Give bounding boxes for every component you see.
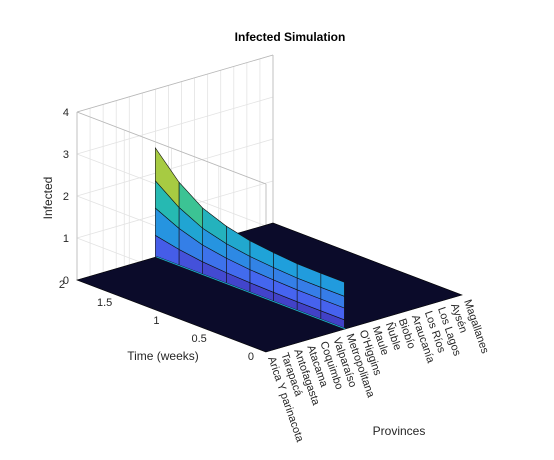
- z-axis-label: Infected: [41, 177, 55, 220]
- grid-line-z: [76, 96, 274, 155]
- surface-ribbon: [154, 256, 348, 330]
- box-edge: [76, 54, 274, 113]
- z-tick-label: 2: [63, 191, 69, 203]
- infected-surface: [154, 147, 348, 330]
- z-tick-label: 1: [63, 233, 69, 245]
- time-tick-label: 1.5: [97, 297, 112, 309]
- y-axis-label: Time (weeks): [127, 349, 199, 363]
- box-edge: [76, 111, 267, 185]
- z-tick-label: 0: [63, 275, 69, 287]
- z-tick-label: 4: [63, 107, 69, 119]
- chart-title: Infected Simulation: [235, 30, 346, 44]
- surface-patch: [155, 147, 180, 209]
- z-tick-label: 3: [63, 149, 69, 161]
- grid-line-z: [76, 138, 274, 197]
- time-tick-label: 2: [59, 279, 65, 291]
- time-tick-label: 0: [248, 351, 254, 363]
- x-axis-label: Provinces: [373, 424, 426, 438]
- time-tick-label: 0.5: [191, 333, 206, 345]
- time-tick-label: 1: [153, 315, 159, 327]
